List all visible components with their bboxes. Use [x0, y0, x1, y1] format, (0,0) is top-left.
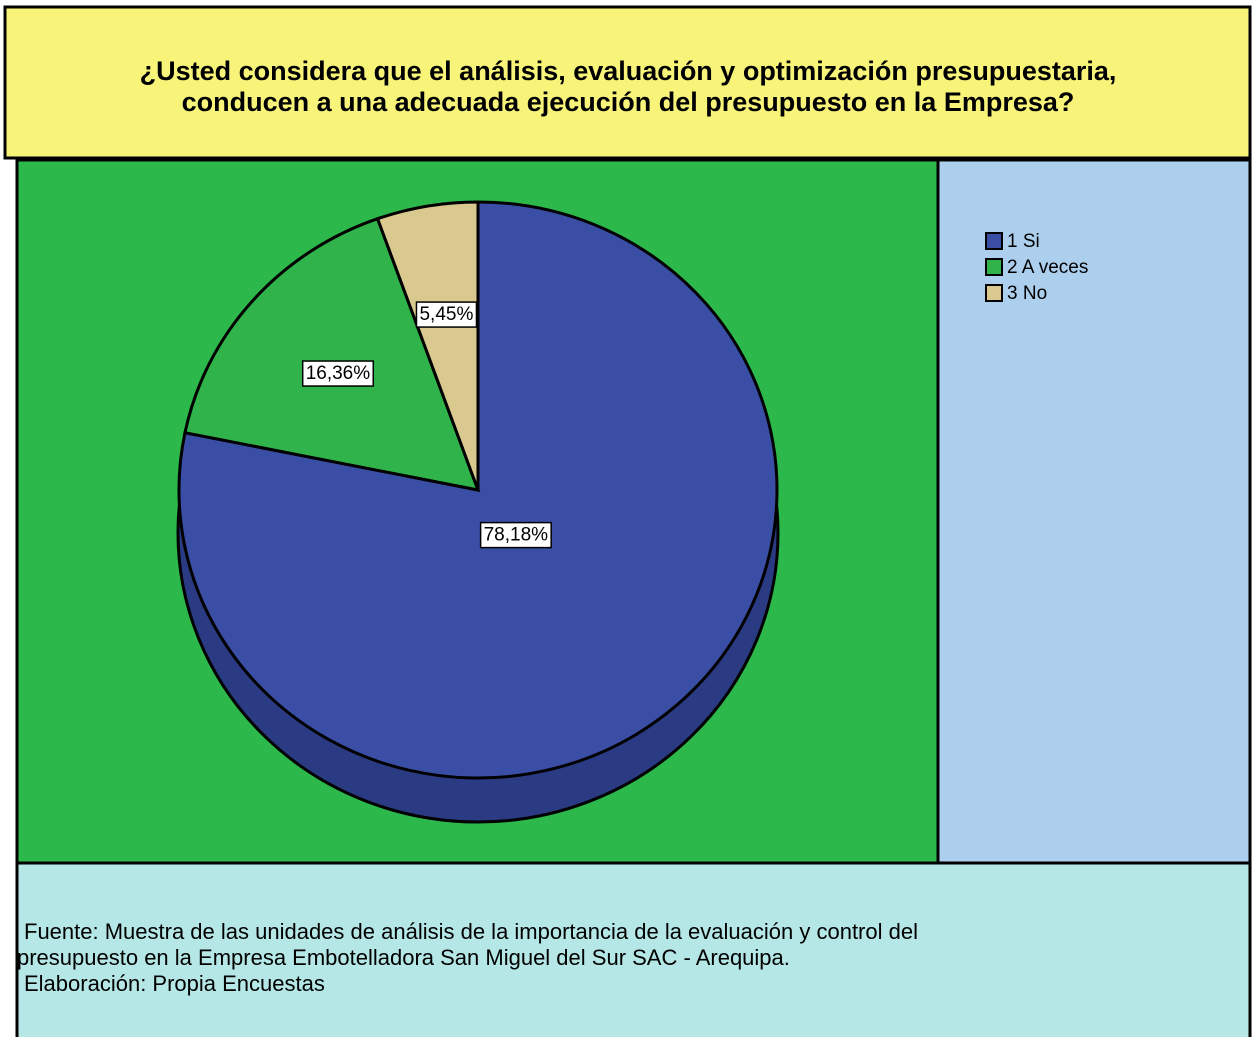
chart-title: ¿Usted considera que el análisis, evalua…	[140, 56, 1117, 86]
data-label: 5,45%	[419, 304, 473, 325]
pie-slice	[177, 200, 779, 780]
legend-panel	[936, 158, 1252, 865]
pie-slice	[375, 200, 480, 491]
pie-slice	[183, 216, 481, 492]
footer-panel	[15, 861, 1252, 1037]
legend-swatch	[985, 232, 1003, 250]
data-label: 16,36%	[306, 363, 371, 384]
data-label-box	[479, 521, 552, 549]
title-panel	[3, 5, 1252, 160]
data-label-box	[415, 301, 478, 328]
data-label-box	[301, 360, 375, 387]
footnote: presupuesto en la Empresa Embotelladora …	[17, 945, 790, 970]
legend-swatch	[985, 258, 1003, 276]
footnote: Elaboración: Propia Encuestas	[24, 971, 325, 996]
legend-label: 1 Si	[1007, 231, 1040, 252]
legend-label: 2 A veces	[1007, 257, 1088, 278]
data-label: 78,18%	[484, 525, 549, 546]
chart-title: conducen a una adecuada ejecución del pr…	[182, 87, 1075, 117]
legend-label: 3 No	[1007, 283, 1047, 304]
legend-swatch	[985, 284, 1003, 302]
footnote: Fuente: Muestra de las unidades de análi…	[24, 919, 918, 944]
